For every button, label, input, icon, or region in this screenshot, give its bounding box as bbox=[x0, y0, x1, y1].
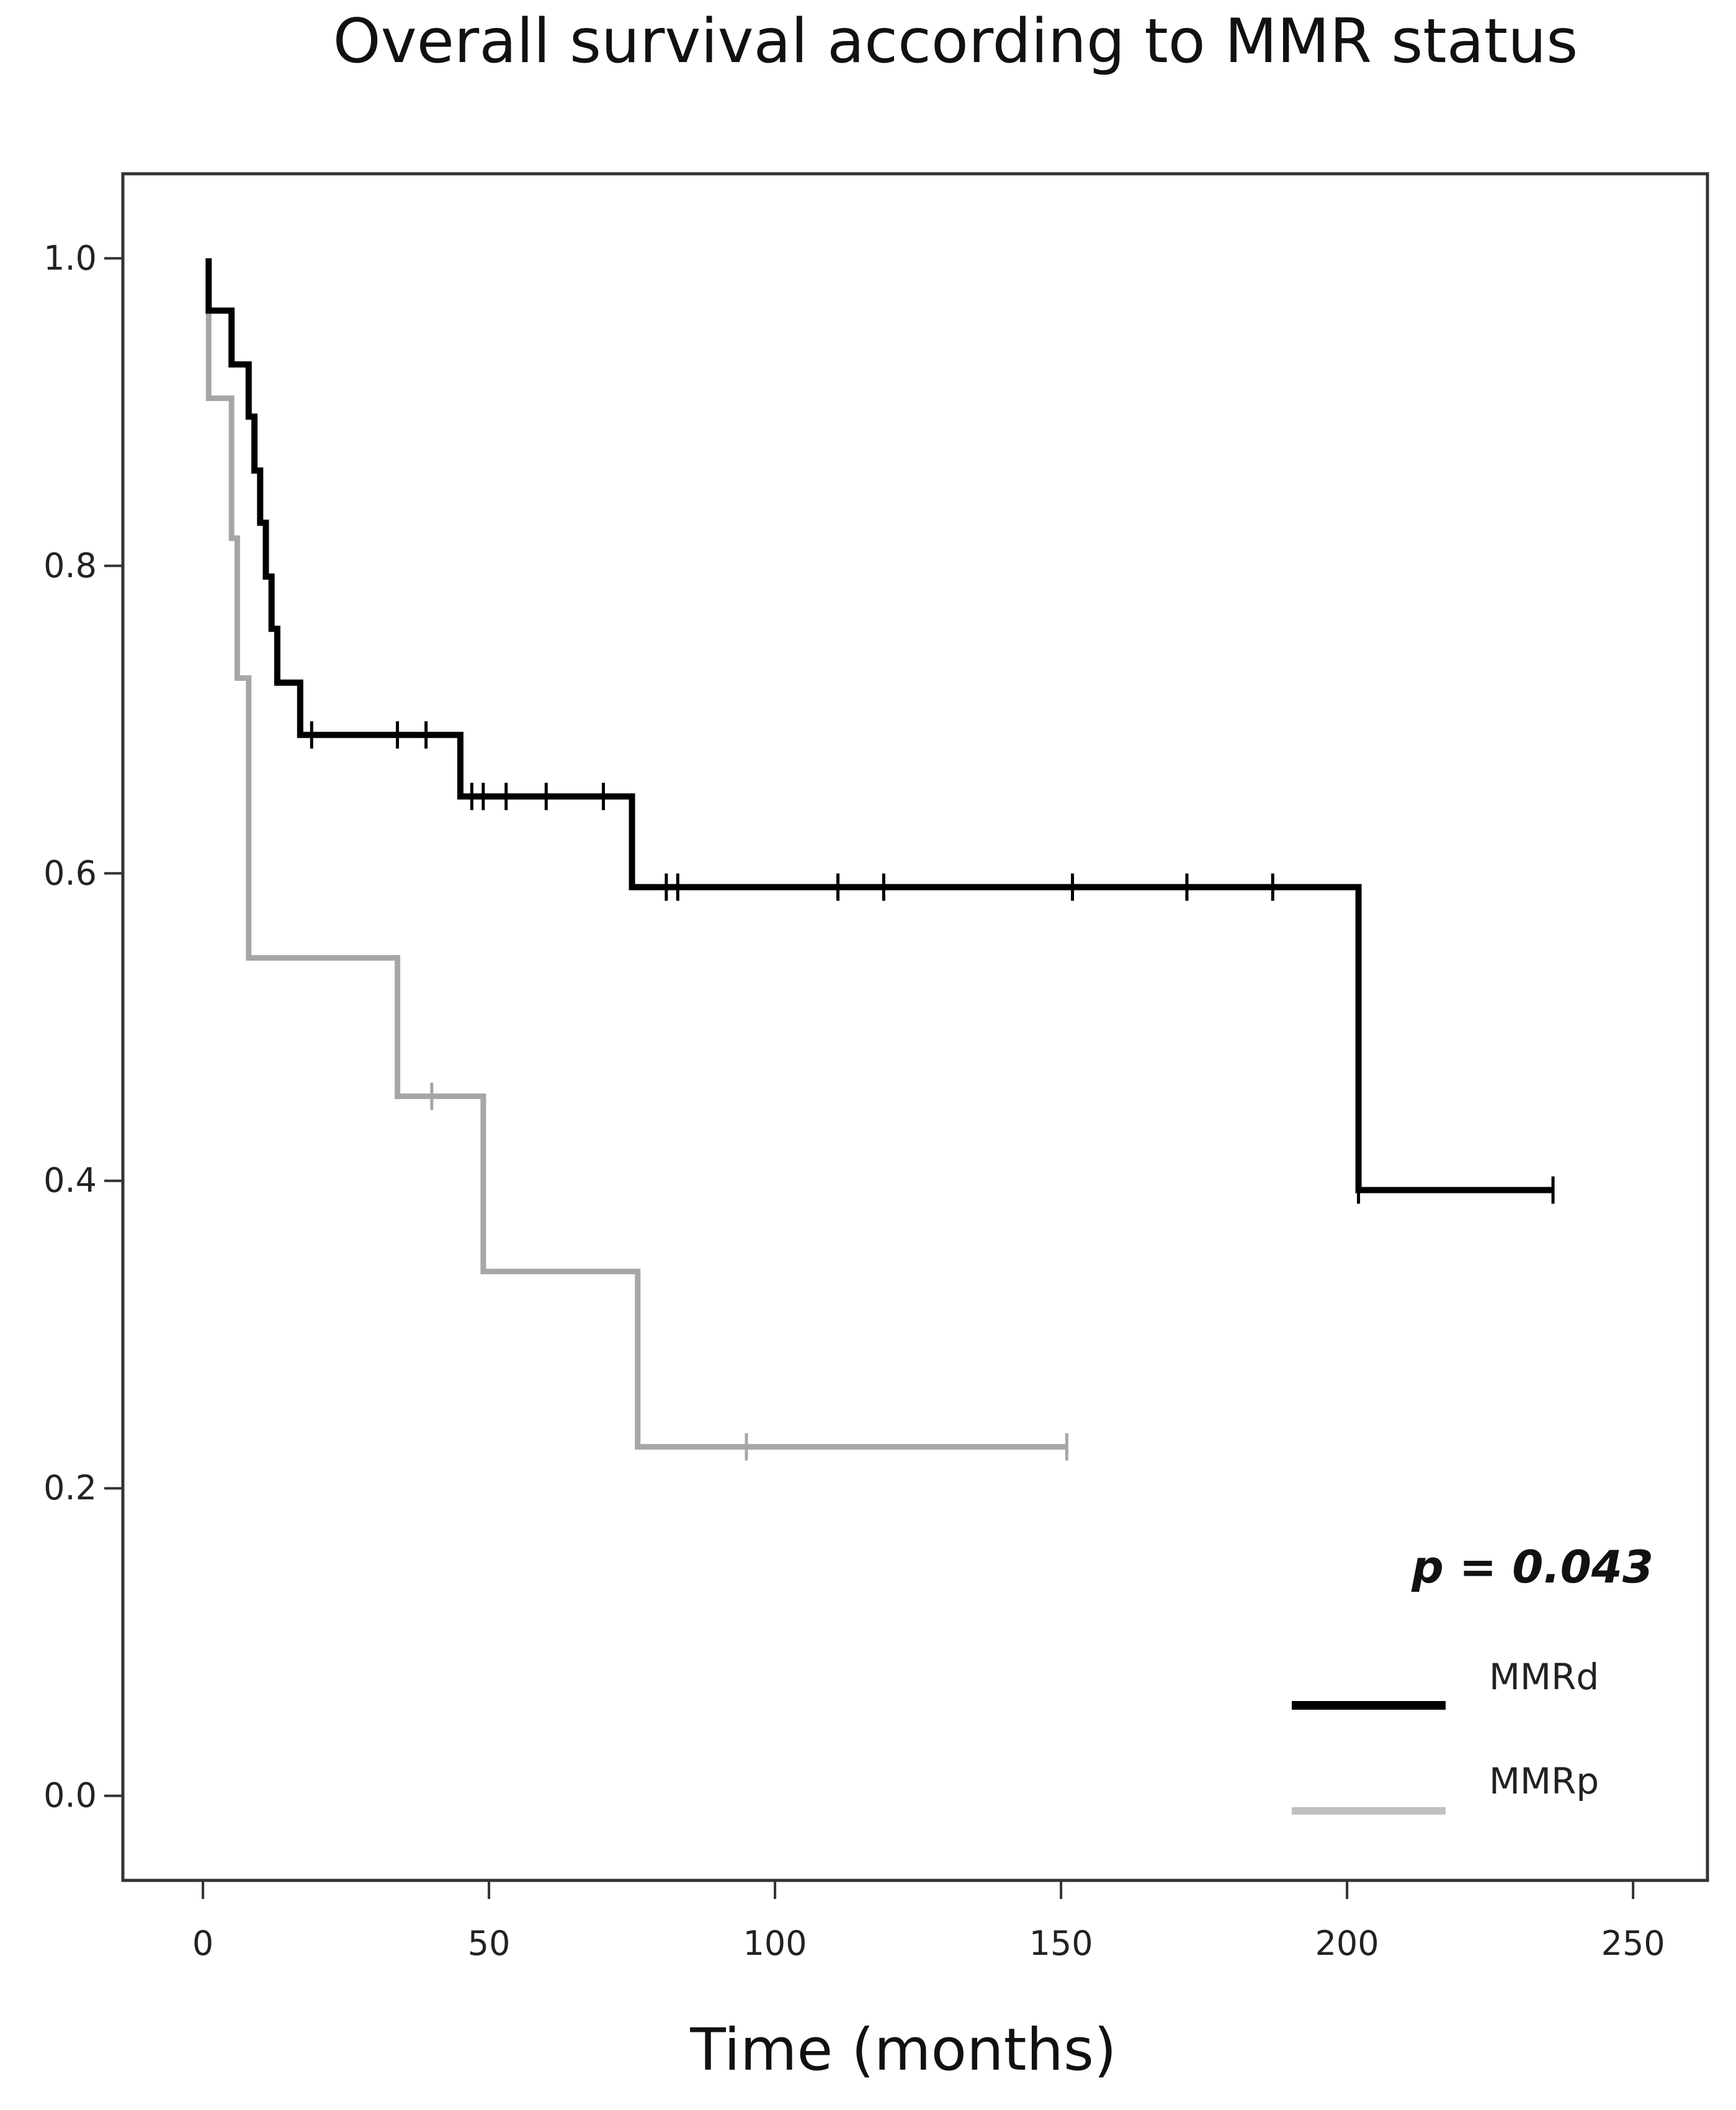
y-tick-label-0.8: 0.8 bbox=[43, 546, 97, 585]
series-mmrd-line bbox=[205, 258, 1554, 1193]
plot-frame bbox=[121, 172, 1709, 1882]
x-axis: 0 50 100 150 200 250 bbox=[192, 1880, 1665, 1963]
x-tick-label-250: 250 bbox=[1601, 1924, 1665, 1963]
series-mmrp-line bbox=[205, 258, 1067, 1450]
y-tick-label-1: 1.0 bbox=[43, 238, 97, 277]
y-tick-label-0.6: 0.6 bbox=[43, 853, 97, 892]
y-tick-label-0: 0.0 bbox=[43, 1776, 97, 1815]
x-tick-label-150: 150 bbox=[1029, 1924, 1093, 1963]
chart-title: Overall survival according to MMR status bbox=[333, 6, 1578, 77]
legend-label-mmrp: MMRp bbox=[1489, 1760, 1599, 1802]
p-value-annotation: p = 0.043 bbox=[1411, 1541, 1653, 1593]
y-axis: 0.0 0.2 0.4 0.6 0.8 1.0 bbox=[43, 238, 123, 1815]
survival-curves bbox=[205, 258, 1555, 1461]
legend: MMRd MMRp bbox=[1292, 1656, 1599, 1815]
legend-label-mmrd: MMRd bbox=[1489, 1656, 1599, 1698]
x-tick-label-0: 0 bbox=[192, 1924, 213, 1963]
x-tick-label-100: 100 bbox=[743, 1924, 807, 1963]
y-tick-label-0.4: 0.4 bbox=[43, 1161, 97, 1200]
x-tick-label-50: 50 bbox=[468, 1924, 511, 1963]
x-axis-label: Time (months) bbox=[689, 2016, 1116, 2084]
x-tick-label-200: 200 bbox=[1315, 1924, 1379, 1963]
y-tick-label-0.2: 0.2 bbox=[43, 1468, 97, 1507]
